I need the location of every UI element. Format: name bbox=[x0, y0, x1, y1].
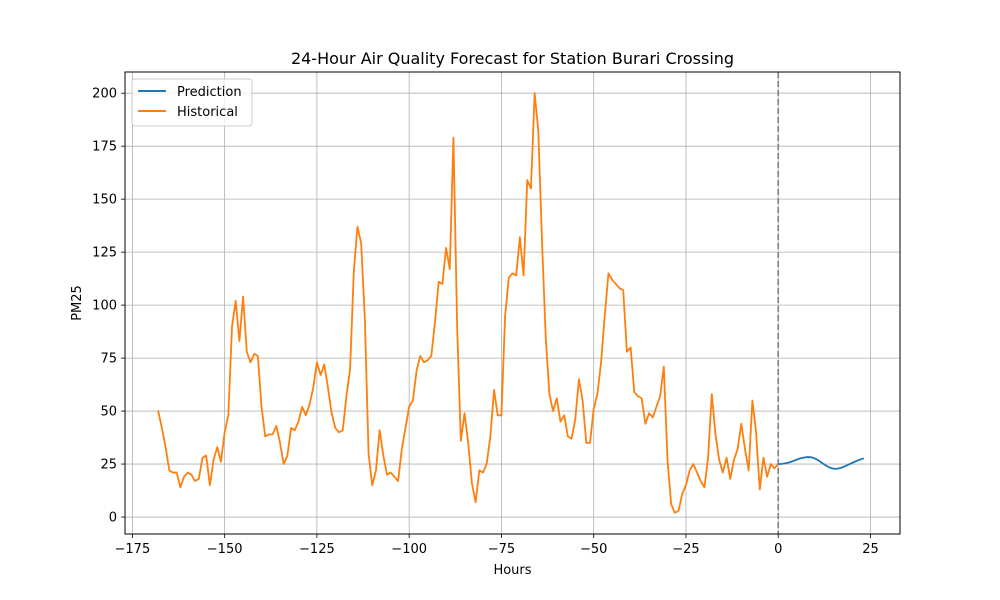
y-tick-label: 150 bbox=[92, 193, 117, 208]
y-axis-label: PM25 bbox=[70, 285, 85, 321]
y-axis-ticks: 0 25 50 75 100 125 150 175 200 bbox=[92, 87, 125, 526]
y-tick-label: 175 bbox=[92, 140, 117, 155]
y-tick-label: 50 bbox=[100, 405, 117, 420]
series-line-prediction bbox=[777, 456, 864, 470]
y-tick-label: 200 bbox=[92, 87, 117, 102]
series-layer bbox=[157, 92, 864, 514]
x-tick-label: −125 bbox=[299, 542, 335, 557]
y-tick-label: 125 bbox=[92, 246, 117, 261]
x-tick-label: −150 bbox=[207, 542, 243, 557]
x-tick-label: 0 bbox=[774, 542, 782, 557]
x-tick-label: −75 bbox=[488, 542, 515, 557]
y-tick-label: 25 bbox=[100, 458, 117, 473]
legend: Prediction Historical bbox=[131, 78, 253, 127]
x-tick-label: 25 bbox=[862, 542, 879, 557]
plot-frame bbox=[124, 71, 901, 535]
y-tick-label: 75 bbox=[100, 352, 117, 367]
y-tick-label: 100 bbox=[92, 299, 117, 314]
x-axis-ticks: −175 −150 −125 −100 −75 −50 −25 0 25 bbox=[115, 534, 879, 557]
legend-label-historical: Historical bbox=[177, 105, 238, 120]
series-line-historical bbox=[157, 92, 780, 514]
y-tick-label: 0 bbox=[109, 511, 117, 526]
grid bbox=[125, 72, 900, 534]
x-tick-label: −100 bbox=[391, 542, 427, 557]
x-tick-label: −50 bbox=[580, 542, 607, 557]
chart-title: 24-Hour Air Quality Forecast for Station… bbox=[291, 49, 734, 68]
x-tick-label: −25 bbox=[672, 542, 699, 557]
legend-label-prediction: Prediction bbox=[177, 85, 242, 100]
x-axis-label: Hours bbox=[493, 563, 531, 578]
x-tick-label: −175 bbox=[115, 542, 151, 557]
